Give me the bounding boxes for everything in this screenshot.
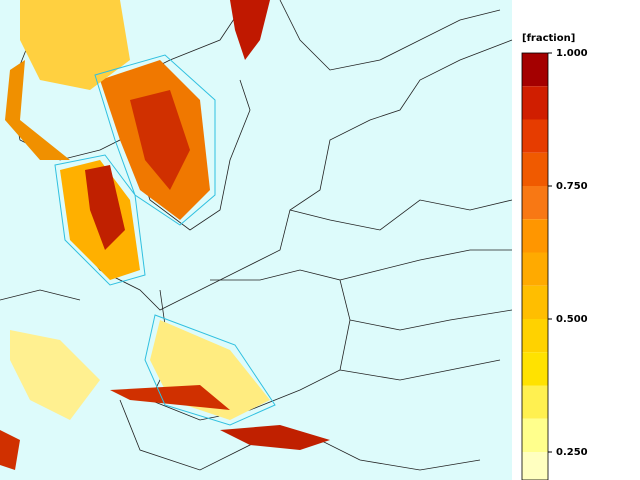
colorbar-tick-label: 0.750 xyxy=(556,181,588,192)
colorbar-band xyxy=(522,186,548,220)
contour xyxy=(54,54,276,426)
cloud-area xyxy=(20,0,130,90)
colorbar-band xyxy=(522,352,548,386)
cloud-area xyxy=(5,60,70,160)
colorbar-band xyxy=(522,452,548,480)
colorbar-band xyxy=(522,86,548,120)
colorbar-tick-label: 0.250 xyxy=(556,447,588,458)
colorbar-band xyxy=(522,418,548,452)
cloud-area xyxy=(10,330,100,420)
colorbar-band xyxy=(522,385,548,419)
cloud-area xyxy=(85,165,125,250)
colorbar-label: [fraction] xyxy=(522,33,575,44)
colorbar-band xyxy=(522,319,548,353)
colorbar-band xyxy=(522,119,548,153)
cloud-area xyxy=(230,0,270,60)
cloud-area xyxy=(110,385,230,410)
colorbar-tick-label: 1.000 xyxy=(556,48,588,59)
cloud-area xyxy=(130,90,190,190)
colorbar-band xyxy=(522,252,548,286)
map xyxy=(0,0,513,471)
colorbar-band xyxy=(522,152,548,186)
colorbar-band xyxy=(522,53,548,87)
cloud-area xyxy=(220,425,330,450)
colorbar-band xyxy=(522,219,548,253)
colorbar-frame xyxy=(521,52,549,480)
cloud-area xyxy=(0,430,20,470)
borders xyxy=(119,199,513,471)
colorbar-tick-label: 0.500 xyxy=(556,314,588,325)
colorbar-band xyxy=(522,285,548,319)
